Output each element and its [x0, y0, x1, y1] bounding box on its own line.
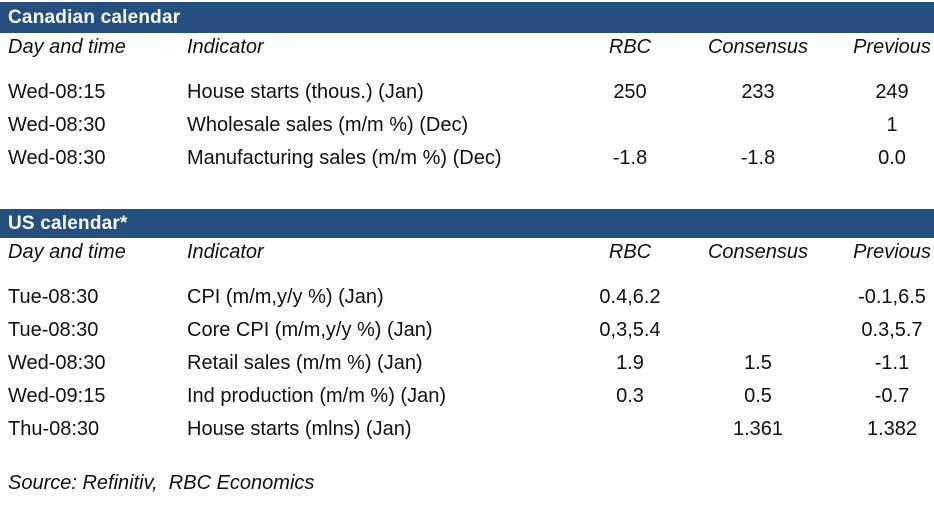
cell-indicator: Manufacturing sales (m/m %) (Dec) [187, 147, 502, 169]
canadian-column-header-row: Day and time Indicator RBC Consensus Pre… [0, 33, 934, 61]
cell-consensus: 1.361 [732, 418, 784, 440]
cell-consensus: 0.5 [744, 385, 772, 407]
column-header-rbc: RBC [608, 240, 652, 263]
cell-day-time: Tue-08:30 [8, 286, 99, 308]
cell-indicator: Wholesale sales (m/m %) (Dec) [187, 114, 469, 136]
us-column-header-row: Day and time Indicator RBC Consensus Pre… [0, 238, 934, 266]
cell-rbc: -1.8 [612, 147, 648, 169]
cell-rbc: 250 [613, 81, 647, 103]
cell-indicator: Core CPI (m/m,y/y %) (Jan) [187, 319, 433, 341]
cell-previous: -0.7 [874, 385, 910, 407]
section-title: Canadian calendar [8, 6, 181, 28]
cell-indicator: House starts (mlns) (Jan) [187, 418, 412, 440]
cell-rbc: 0.3 [616, 385, 644, 407]
cell-day-time: Wed-09:15 [8, 385, 106, 407]
table-row: Thu-08:30 House starts (mlns) (Jan) 1.36… [0, 413, 934, 446]
cell-day-time: Tue-08:30 [8, 319, 99, 341]
column-header-indicator: Indicator [187, 35, 264, 58]
cell-consensus: 233 [741, 81, 775, 103]
column-header-rbc: RBC [608, 35, 652, 58]
column-header-consensus: Consensus [707, 35, 809, 58]
column-header-previous: Previous [853, 35, 931, 58]
cell-previous: 249 [875, 81, 909, 103]
cell-indicator: Retail sales (m/m %) (Jan) [187, 352, 423, 374]
cell-rbc: 1.9 [616, 352, 644, 374]
cell-day-time: Wed-08:15 [8, 81, 106, 103]
table-row: Wed-08:30 Wholesale sales (m/m %) (Dec) … [0, 109, 934, 142]
column-header-indicator: Indicator [187, 240, 264, 263]
cell-previous: -1.1 [874, 352, 910, 374]
cell-indicator: Ind production (m/m %) (Jan) [187, 385, 446, 407]
table-row: Wed-09:15 Ind production (m/m %) (Jan) 0… [0, 380, 934, 413]
cell-previous: 1 [886, 114, 898, 136]
table-row: Tue-08:30 Core CPI (m/m,y/y %) (Jan) 0,3… [0, 314, 934, 347]
cell-consensus: -1.8 [740, 147, 776, 169]
cell-rbc: 0,3,5.4 [599, 319, 661, 341]
table-row: Tue-08:30 CPI (m/m,y/y %) (Jan) 0.4,6.2 … [0, 281, 934, 314]
cell-day-time: Thu-08:30 [8, 418, 100, 440]
column-header-day-time: Day and time [8, 240, 126, 263]
table-row: Wed-08:30 Manufacturing sales (m/m %) (D… [0, 142, 934, 175]
canadian-calendar-rows: Wed-08:15 House starts (thous.) (Jan) 25… [0, 76, 934, 175]
cell-previous: 0.0 [878, 147, 906, 169]
cell-previous: -0.1,6.5 [858, 286, 926, 308]
column-header-consensus: Consensus [707, 240, 809, 263]
cell-day-time: Wed-08:30 [8, 147, 106, 169]
table-row: Wed-08:30 Retail sales (m/m %) (Jan) 1.9… [0, 347, 934, 380]
source-note: Source: Refinitiv, RBC Economics [8, 472, 315, 494]
cell-consensus: 1.5 [744, 352, 772, 374]
cell-day-time: Wed-08:30 [8, 114, 106, 136]
column-header-day-time: Day and time [8, 35, 126, 58]
cell-rbc: 0.4,6.2 [599, 286, 661, 308]
cell-previous: 0.3,5.7 [861, 319, 923, 341]
us-calendar-rows: Tue-08:30 CPI (m/m,y/y %) (Jan) 0.4,6.2 … [0, 281, 934, 446]
us-calendar-title-bar: US calendar* [0, 209, 934, 238]
cell-day-time: Wed-08:30 [8, 352, 106, 374]
cell-indicator: House starts (thous.) (Jan) [187, 81, 424, 103]
section-title: US calendar* [8, 212, 128, 234]
cell-indicator: CPI (m/m,y/y %) (Jan) [187, 286, 384, 308]
table-row: Wed-08:15 House starts (thous.) (Jan) 25… [0, 76, 934, 109]
column-header-previous: Previous [853, 240, 931, 263]
cell-previous: 1.382 [866, 418, 918, 440]
canadian-calendar-title-bar: Canadian calendar [0, 2, 934, 33]
